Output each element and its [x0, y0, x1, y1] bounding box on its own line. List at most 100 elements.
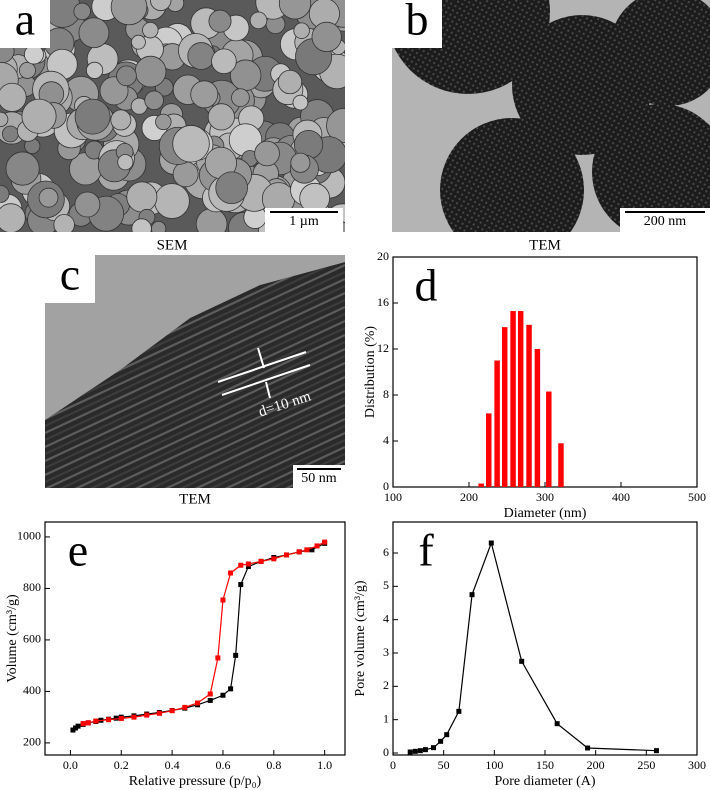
y-tick-label: 1	[383, 711, 389, 725]
lattice-fringe	[45, 313, 345, 455]
lattice-fringe	[45, 334, 345, 476]
data-point	[131, 714, 137, 720]
particle	[0, 111, 9, 127]
data-point	[519, 658, 525, 664]
x-tick-label: 50	[438, 758, 450, 772]
x-tick-label: 0.2	[114, 758, 129, 772]
lattice-fringe	[45, 348, 345, 488]
particle	[231, 88, 250, 108]
x-axis-label: Relative pressure (p/p₀)	[129, 774, 262, 789]
panel-label-box	[403, 532, 449, 578]
bar	[510, 311, 516, 487]
particle	[0, 82, 27, 112]
data-point	[169, 708, 175, 714]
particle	[154, 183, 190, 219]
particle	[2, 125, 19, 143]
data-point	[238, 562, 244, 568]
x-tick-label: 0.8	[266, 758, 281, 772]
bar	[517, 311, 524, 487]
data-point	[245, 564, 251, 570]
data-point	[215, 655, 221, 661]
particle	[215, 171, 248, 205]
x-tick-label: 150	[536, 758, 554, 772]
lattice-fringe	[209, 425, 345, 488]
panel-label-box	[392, 0, 442, 48]
x-tick-label: 400	[612, 490, 630, 504]
particle	[150, 0, 172, 11]
data-point	[228, 686, 234, 692]
panel-label: f	[418, 525, 434, 576]
y-tick-label: 200	[23, 735, 41, 749]
lattice-fringe	[45, 320, 345, 462]
y-tick-label: 8	[383, 387, 389, 401]
bar	[494, 360, 500, 487]
y-tick-label: 3	[383, 645, 389, 659]
plot-frame	[44, 521, 346, 756]
data-point	[444, 732, 450, 738]
scale-bar-label: 1 µm	[289, 214, 319, 229]
data-point	[113, 715, 119, 721]
data-point	[238, 582, 244, 588]
particle	[211, 48, 237, 75]
particle	[254, 140, 280, 167]
lattice-fringe	[45, 566, 345, 706]
data-point	[488, 540, 494, 546]
particle	[18, 61, 36, 79]
y-tick-label: 2	[383, 678, 389, 692]
y-tick-label: 6	[383, 545, 389, 559]
data-point	[304, 547, 310, 553]
particle	[326, 108, 345, 144]
particle	[207, 103, 235, 131]
x-tick-label: 0	[390, 758, 396, 772]
data-point	[314, 543, 320, 549]
particle	[117, 154, 134, 171]
lattice-fringe	[149, 397, 345, 488]
lattice-fringe	[104, 376, 345, 488]
particle	[131, 34, 146, 50]
y-tick-label: 800	[23, 580, 41, 594]
panel-label-box	[0, 0, 50, 48]
x-axis-label: Diameter (nm)	[504, 506, 587, 521]
y-axis-label: Distribution (%)	[363, 326, 378, 418]
data-point	[182, 704, 188, 710]
data-point	[417, 748, 423, 754]
lattice-fringe	[134, 390, 345, 488]
lattice-fringe	[45, 510, 345, 650]
particle	[110, 0, 148, 26]
particle	[277, 69, 303, 95]
particle	[0, 184, 10, 203]
x-tick-label: 300	[688, 758, 706, 772]
lattice-fringe	[45, 327, 345, 469]
data-point	[144, 712, 150, 718]
y-tick-label: 4	[383, 611, 389, 625]
particle	[74, 191, 101, 218]
data-point	[93, 718, 99, 724]
x-tick-label: 0.6	[215, 758, 230, 772]
particle	[190, 80, 219, 109]
lattice-fringe	[74, 362, 345, 488]
particle	[293, 22, 310, 39]
x-tick-label: 0.0	[63, 758, 78, 772]
x-tick-label: 0.4	[165, 758, 180, 772]
panel-label-box	[403, 267, 449, 313]
x-tick-label: 300	[536, 490, 554, 504]
data-point	[407, 749, 413, 755]
particle	[78, 17, 110, 49]
particle	[74, 98, 111, 135]
tem-image	[392, 0, 710, 232]
data-point	[220, 597, 226, 603]
y-tick-label: 5	[383, 578, 389, 592]
bar	[478, 483, 484, 487]
particle	[172, 161, 199, 188]
data-point	[118, 715, 124, 721]
particle	[150, 221, 167, 232]
data-point	[70, 727, 76, 733]
lattice-fringe	[45, 341, 345, 483]
panel-label: b	[406, 0, 429, 45]
y-tick-label: 20	[377, 249, 389, 263]
panel-label: c	[60, 249, 80, 300]
data-point	[73, 725, 79, 731]
lattice-fringe	[45, 292, 345, 434]
data-point	[271, 556, 277, 562]
